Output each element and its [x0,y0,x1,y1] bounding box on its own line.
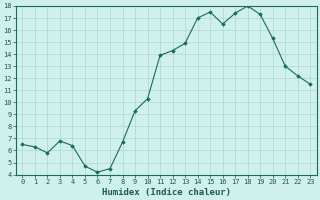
X-axis label: Humidex (Indice chaleur): Humidex (Indice chaleur) [102,188,231,197]
